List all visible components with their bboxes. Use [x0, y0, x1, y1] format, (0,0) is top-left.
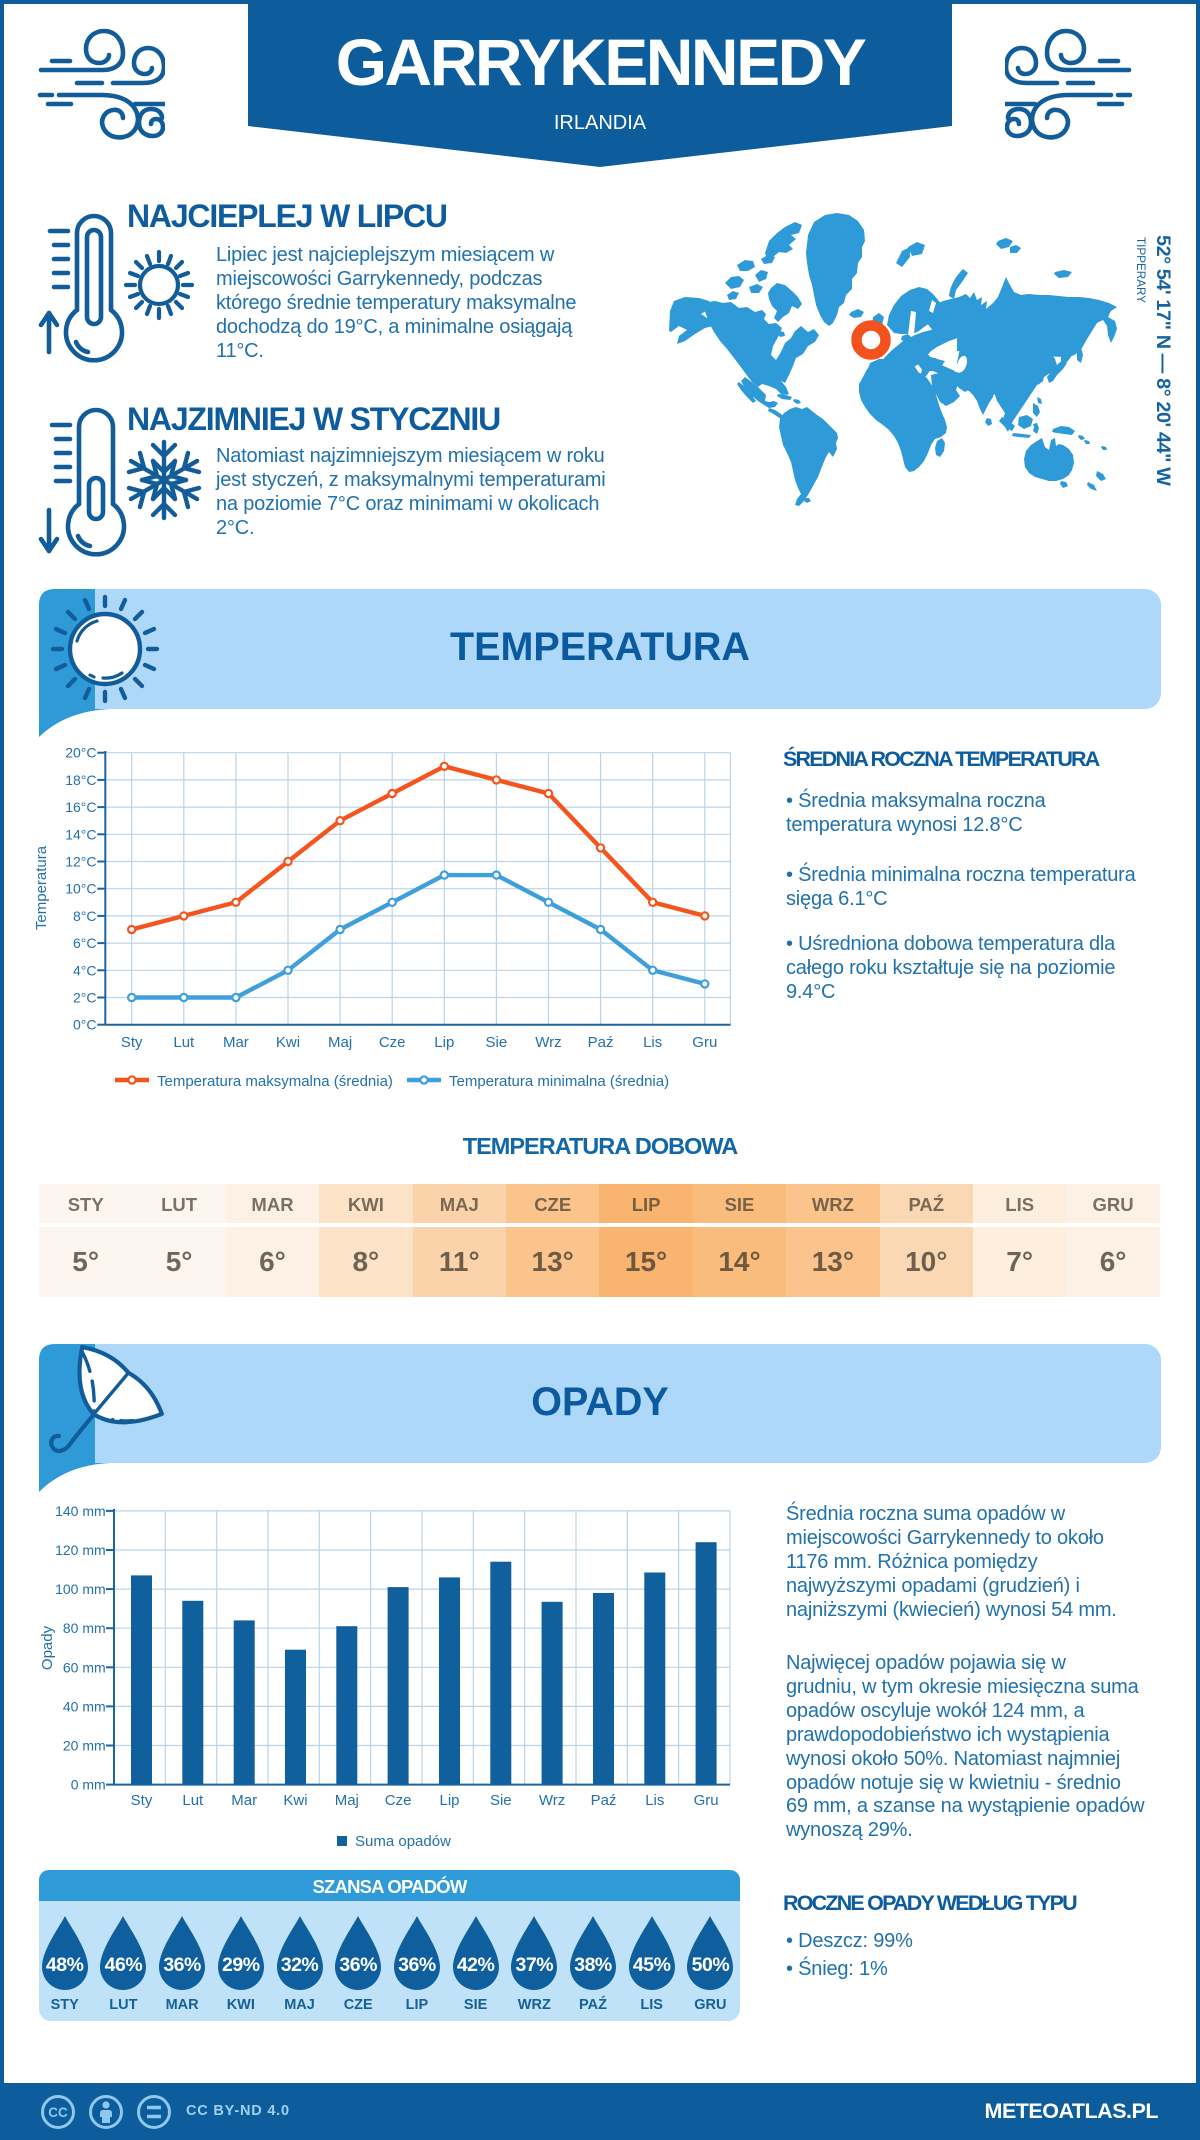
svg-text:0 mm: 0 mm [71, 1777, 106, 1793]
svg-text:2°C: 2°C [73, 990, 97, 1006]
svg-text:80 mm: 80 mm [63, 1620, 106, 1636]
svg-text:16°C: 16°C [65, 799, 96, 815]
svg-text:Lis: Lis [643, 1034, 662, 1051]
svg-text:CC: CC [48, 2105, 68, 2120]
svg-text:Wrz: Wrz [539, 1792, 565, 1809]
svg-text:Maj: Maj [328, 1034, 352, 1051]
svg-text:Lut: Lut [173, 1034, 195, 1051]
svg-text:4°C: 4°C [73, 962, 97, 978]
svg-text:Gru: Gru [692, 1034, 717, 1051]
svg-text:Suma opadów: Suma opadów [355, 1833, 451, 1850]
svg-text:6°C: 6°C [73, 935, 97, 951]
svg-text:Gru: Gru [694, 1792, 719, 1809]
svg-text:40 mm: 40 mm [63, 1698, 106, 1714]
svg-text:12°C: 12°C [65, 854, 96, 870]
svg-text:20 mm: 20 mm [63, 1738, 106, 1754]
svg-text:Sie: Sie [490, 1792, 512, 1809]
svg-text:Sty: Sty [121, 1034, 143, 1051]
svg-text:Mar: Mar [223, 1034, 249, 1051]
svg-text:120 mm: 120 mm [55, 1542, 106, 1558]
svg-text:100 mm: 100 mm [55, 1581, 106, 1597]
svg-text:Paź: Paź [591, 1792, 617, 1809]
svg-text:0°C: 0°C [73, 1017, 97, 1033]
svg-text:Opady: Opady [39, 1625, 56, 1670]
svg-text:Kwi: Kwi [276, 1034, 300, 1051]
svg-text:Paź: Paź [588, 1034, 614, 1051]
svg-text:60 mm: 60 mm [63, 1659, 106, 1675]
svg-text:Temperatura minimalna (średnia: Temperatura minimalna (średnia) [449, 1073, 669, 1090]
svg-text:Temperatura: Temperatura [33, 845, 50, 930]
svg-text:Sie: Sie [486, 1034, 508, 1051]
svg-text:140 mm: 140 mm [55, 1503, 106, 1519]
svg-text:14°C: 14°C [65, 826, 96, 842]
svg-text:Maj: Maj [335, 1792, 359, 1809]
svg-text:Lip: Lip [439, 1792, 459, 1809]
svg-text:Sty: Sty [131, 1792, 153, 1809]
svg-text:Temperatura maksymalna (średni: Temperatura maksymalna (średnia) [157, 1073, 393, 1090]
svg-text:18°C: 18°C [65, 772, 96, 788]
svg-text:Cze: Cze [385, 1792, 412, 1809]
svg-text:10°C: 10°C [65, 881, 96, 897]
svg-text:Wrz: Wrz [535, 1034, 561, 1051]
svg-text:Mar: Mar [231, 1792, 257, 1809]
svg-text:Lut: Lut [182, 1792, 204, 1809]
svg-text:Kwi: Kwi [283, 1792, 307, 1809]
svg-text:20°C: 20°C [65, 745, 96, 761]
svg-text:Lip: Lip [434, 1034, 454, 1051]
svg-text:Lis: Lis [645, 1792, 664, 1809]
svg-text:Cze: Cze [379, 1034, 406, 1051]
svg-text:8°C: 8°C [73, 908, 97, 924]
